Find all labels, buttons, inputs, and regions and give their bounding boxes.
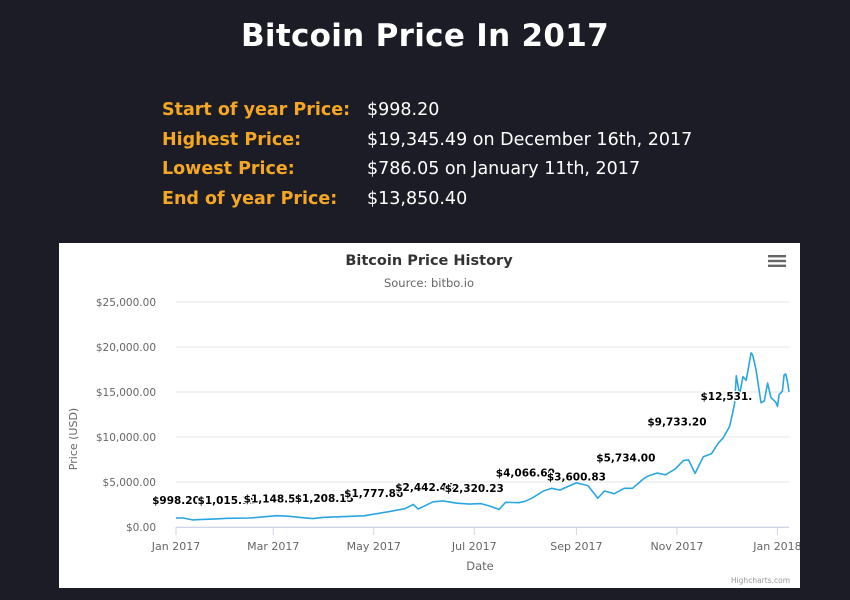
stat-end-of-year: End of year Price: $13,850.40 — [162, 185, 692, 215]
stat-label: End of year Price: — [162, 188, 338, 209]
data-label: $5,734.00 — [596, 452, 655, 464]
data-label: $1,148.55 — [244, 494, 303, 506]
x-tick-label: May 2017 — [347, 540, 401, 553]
x-tick-label: Jul 2017 — [451, 540, 497, 553]
x-axis-title: Date — [466, 559, 494, 573]
chart-panel: $0.00 $5,000.00 $10,000.00 $15,000.00 $20,00… — [59, 243, 800, 588]
x-tick-label: Nov 2017 — [650, 540, 703, 553]
stat-value: $786.05 on January 11th, 2017 — [367, 159, 641, 179]
x-tick-label: Mar 2017 — [247, 540, 299, 553]
x-tick-label: Jan 2018 — [752, 540, 800, 553]
stat-value: $19,345.49 on December 16th, 2017 — [367, 129, 693, 150]
y-tick-label: $15,000.00 — [96, 387, 156, 399]
price-history-chart: $0.00 $5,000.00 $10,000.00 $15,000.00 $20,00… — [67, 253, 800, 585]
data-label: $998.20 — [152, 495, 200, 507]
stat-start-of-year: Start of year Price: $998.20 — [162, 96, 692, 126]
axes: $0.00 $5,000.00 $10,000.00 $15,000.00 $20,00… — [96, 297, 800, 553]
y-tick-label: $10,000.00 — [96, 432, 156, 444]
y-tick-label: $20,000.00 — [96, 342, 156, 354]
x-tick-label: Jan 2017 — [151, 540, 200, 553]
data-label: $1,208.15 — [295, 493, 354, 505]
x-tick-label: Sep 2017 — [550, 540, 602, 553]
data-label: $2,320.23 — [445, 483, 504, 495]
data-label: $3,600.83 — [547, 472, 606, 484]
data-label: $2,442.46 — [395, 482, 454, 494]
chart-subtitle: Source: bitbo.io — [384, 276, 474, 290]
page-title: Bitcoin Price In 2017 — [240, 18, 610, 54]
chart-credits[interactable]: Highcharts.com — [731, 576, 790, 585]
data-label: $1,015.15 — [198, 495, 257, 507]
y-tick-label: $5,000.00 — [103, 477, 156, 489]
stat-label: Start of year Price: — [162, 100, 351, 120]
y-tick-label: $0.00 — [126, 522, 156, 534]
data-labels: $998.20$1,015.15$1,148.55$1,208.15$1,777… — [151, 390, 754, 508]
data-label: $9,733.20 — [647, 416, 706, 428]
y-tick-label: $25,000.00 — [96, 297, 156, 309]
stat-value: $998.20 — [367, 100, 440, 120]
data-label: $4,066.60 — [496, 467, 555, 479]
stat-lowest: Lowest Price: $786.05 on January 11th, 20… — [162, 155, 692, 185]
y-axis-title: Price (USD) — [67, 408, 80, 470]
data-label: $12,531. — [700, 391, 752, 403]
price-series-line — [175, 352, 790, 521]
chart-title: Bitcoin Price History — [345, 253, 513, 269]
stat-label: Lowest Price: — [162, 159, 295, 179]
price-summary: Start of year Price: $998.20 Highest Pric… — [162, 96, 692, 214]
stat-label: Highest Price: — [162, 129, 302, 150]
data-label: $1,777.86 — [344, 488, 403, 500]
stat-value: $13,850.40 — [367, 188, 468, 209]
stat-highest: Highest Price: $19,345.49 on December 16t… — [162, 126, 692, 156]
hamburger-menu-icon[interactable] — [768, 254, 786, 268]
